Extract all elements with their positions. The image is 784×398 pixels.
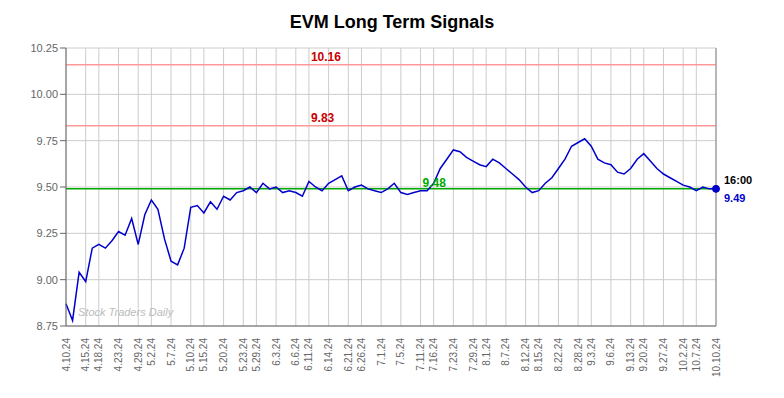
svg-text:8.28.24: 8.28.24 (573, 338, 584, 372)
svg-text:8.7.24: 8.7.24 (500, 338, 511, 366)
svg-text:4.18.24: 4.18.24 (93, 338, 104, 372)
svg-text:9.25: 9.25 (37, 227, 58, 239)
svg-text:5.15.24: 5.15.24 (198, 338, 209, 372)
svg-text:5.23.24: 5.23.24 (238, 338, 249, 372)
svg-text:7.16.24: 7.16.24 (428, 338, 439, 372)
svg-text:9.75: 9.75 (37, 135, 58, 147)
svg-text:9.49: 9.49 (724, 192, 745, 204)
svg-text:6.14.24: 6.14.24 (323, 338, 334, 372)
svg-text:9.27.24: 9.27.24 (658, 338, 669, 372)
svg-text:6.26.24: 6.26.24 (356, 338, 367, 372)
svg-text:8.22.24: 8.22.24 (553, 338, 564, 372)
svg-text:10.10.24: 10.10.24 (711, 338, 722, 377)
svg-text:5.10.24: 5.10.24 (185, 338, 196, 372)
svg-text:9.83: 9.83 (311, 111, 335, 125)
svg-text:6.3.24: 6.3.24 (271, 338, 282, 366)
svg-text:4.23.24: 4.23.24 (113, 338, 124, 372)
svg-text:8.1.24: 8.1.24 (481, 338, 492, 366)
svg-text:10.2.24: 10.2.24 (678, 338, 689, 372)
svg-text:5.20.24: 5.20.24 (218, 338, 229, 372)
svg-text:9.3.24: 9.3.24 (586, 338, 597, 366)
svg-text:7.1.24: 7.1.24 (376, 338, 387, 366)
svg-text:5.2.24: 5.2.24 (146, 338, 157, 366)
svg-text:7.23.24: 7.23.24 (448, 338, 459, 372)
svg-text:8.15.24: 8.15.24 (533, 338, 544, 372)
svg-text:4.10.24: 4.10.24 (61, 338, 72, 372)
svg-text:10.00: 10.00 (30, 88, 58, 100)
svg-text:10.7.24: 10.7.24 (691, 338, 702, 372)
svg-text:7.5.24: 7.5.24 (395, 338, 406, 366)
svg-text:6.6.24: 6.6.24 (290, 338, 301, 366)
svg-text:6.21.24: 6.21.24 (343, 338, 354, 372)
svg-text:7.11.24: 7.11.24 (415, 338, 426, 371)
svg-text:8.12.24: 8.12.24 (520, 338, 531, 372)
svg-text:10.25: 10.25 (30, 42, 58, 54)
svg-text:9.00: 9.00 (37, 274, 58, 286)
svg-text:5.29.24: 5.29.24 (251, 338, 262, 372)
svg-text:4.29.24: 4.29.24 (133, 338, 144, 372)
html-text:Stock Traders Daily: Stock Traders Daily (78, 306, 174, 318)
svg-text:7.29.24: 7.29.24 (468, 338, 479, 372)
svg-text:5.7.24: 5.7.24 (166, 338, 177, 366)
svg-text:4.15.24: 4.15.24 (80, 338, 91, 372)
svg-text:8.75: 8.75 (37, 320, 58, 332)
svg-text:9.50: 9.50 (37, 181, 58, 193)
svg-text:6.11.24: 6.11.24 (303, 338, 314, 371)
svg-text:16:00: 16:00 (724, 174, 752, 186)
html-text:EVM Long Term Signals: EVM Long Term Signals (289, 12, 495, 32)
svg-text:9.20.24: 9.20.24 (638, 338, 649, 372)
svg-text:10.16: 10.16 (311, 50, 341, 64)
svg-text:9.6.24: 9.6.24 (605, 338, 616, 366)
svg-text:9.48: 9.48 (423, 176, 447, 190)
svg-text:9.13.24: 9.13.24 (625, 338, 636, 372)
